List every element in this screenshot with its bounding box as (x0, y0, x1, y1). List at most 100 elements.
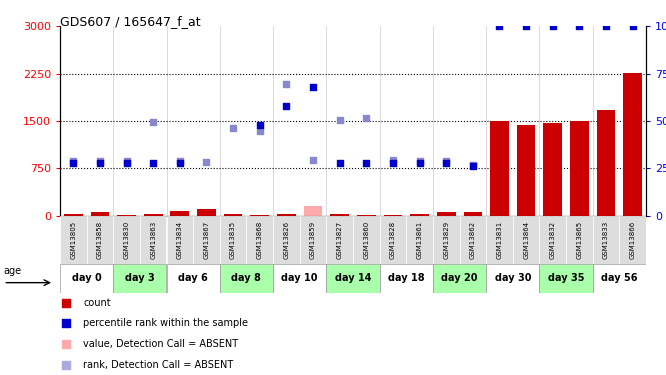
Point (601, 23, 611, 29)
Bar (197, 209, 216, 216)
Bar (91, 212, 109, 216)
Bar (539, 216, 566, 264)
Point (201, 159, 212, 165)
Text: day 10: day 10 (282, 273, 318, 284)
Point (441, 158, 452, 164)
Bar (539, 264, 593, 292)
Bar (460, 216, 486, 264)
Text: percentile rank within the sample: percentile rank within the sample (83, 318, 248, 328)
Bar (593, 264, 646, 292)
Bar (193, 216, 220, 264)
Bar (566, 216, 593, 264)
Bar (60, 264, 113, 292)
Bar (437, 213, 456, 216)
Point (68, 160, 79, 166)
Text: GDS607 / 165647_f_at: GDS607 / 165647_f_at (60, 15, 200, 28)
Bar (570, 121, 589, 216)
Bar (593, 216, 619, 264)
Text: GSM13865: GSM13865 (576, 221, 583, 259)
Point (627, 23, 638, 29)
Text: value, Detection Call = ABSENT: value, Detection Call = ABSENT (83, 339, 238, 349)
Text: GSM13858: GSM13858 (97, 221, 103, 259)
Point (61, 341, 71, 347)
Bar (277, 214, 296, 216)
Bar (330, 214, 349, 216)
Point (61, 362, 71, 368)
Text: GSM13826: GSM13826 (283, 221, 290, 259)
Bar (250, 215, 269, 216)
Text: GSM13805: GSM13805 (70, 221, 77, 259)
Bar (246, 216, 273, 264)
Point (308, 157, 318, 163)
Bar (384, 215, 402, 216)
Bar (220, 216, 246, 264)
Bar (304, 206, 322, 216)
Text: GSM13828: GSM13828 (390, 221, 396, 259)
Point (254, 128, 265, 134)
Text: day 56: day 56 (601, 273, 637, 284)
Bar (517, 125, 535, 216)
Text: count: count (83, 298, 111, 308)
Point (61, 320, 71, 326)
Bar (623, 73, 642, 216)
Text: day 18: day 18 (388, 273, 424, 284)
Bar (113, 264, 166, 292)
Bar (224, 214, 242, 216)
Text: GSM13860: GSM13860 (363, 221, 370, 259)
Point (441, 160, 452, 166)
Bar (273, 264, 326, 292)
Text: day 6: day 6 (178, 273, 208, 284)
Text: GSM13835: GSM13835 (230, 221, 236, 259)
Bar (140, 216, 166, 264)
Point (334, 160, 345, 166)
Bar (220, 264, 273, 292)
Text: day 3: day 3 (125, 273, 155, 284)
Point (68, 158, 79, 164)
Text: GSM13863: GSM13863 (150, 221, 157, 259)
Point (174, 158, 185, 164)
Text: GSM13832: GSM13832 (549, 221, 556, 259)
Bar (113, 216, 140, 264)
Bar (619, 216, 646, 264)
Text: day 20: day 20 (442, 273, 478, 284)
Point (148, 118, 159, 124)
Bar (300, 216, 326, 264)
Point (281, 103, 292, 109)
Point (281, 81, 292, 87)
Text: GSM13830: GSM13830 (123, 221, 130, 259)
Bar (326, 264, 380, 292)
Bar (170, 211, 189, 216)
Text: GSM13827: GSM13827 (336, 221, 343, 259)
Point (334, 117, 345, 123)
Point (95, 160, 105, 166)
Point (468, 162, 478, 168)
Text: GSM13834: GSM13834 (176, 221, 183, 259)
Point (254, 122, 265, 128)
Text: age: age (3, 266, 21, 276)
Text: GSM13831: GSM13831 (496, 221, 503, 259)
Point (521, 23, 531, 29)
Bar (433, 216, 460, 264)
Point (388, 157, 398, 163)
Text: GSM13867: GSM13867 (203, 221, 210, 259)
Bar (87, 216, 113, 264)
Text: GSM13862: GSM13862 (470, 221, 476, 259)
Bar (490, 121, 509, 216)
Bar (410, 214, 429, 216)
Point (361, 160, 372, 166)
Point (121, 160, 132, 166)
Point (414, 158, 425, 164)
Point (547, 23, 558, 29)
Text: GSM13864: GSM13864 (523, 221, 529, 259)
Point (494, 23, 505, 29)
Bar (357, 215, 376, 216)
Bar (353, 216, 380, 264)
Text: day 30: day 30 (495, 273, 531, 284)
Bar (60, 216, 87, 264)
Bar (597, 110, 615, 216)
Text: GSM13833: GSM13833 (603, 221, 609, 259)
Point (388, 160, 398, 166)
Bar (543, 123, 562, 216)
Point (574, 23, 585, 29)
Point (414, 160, 425, 166)
